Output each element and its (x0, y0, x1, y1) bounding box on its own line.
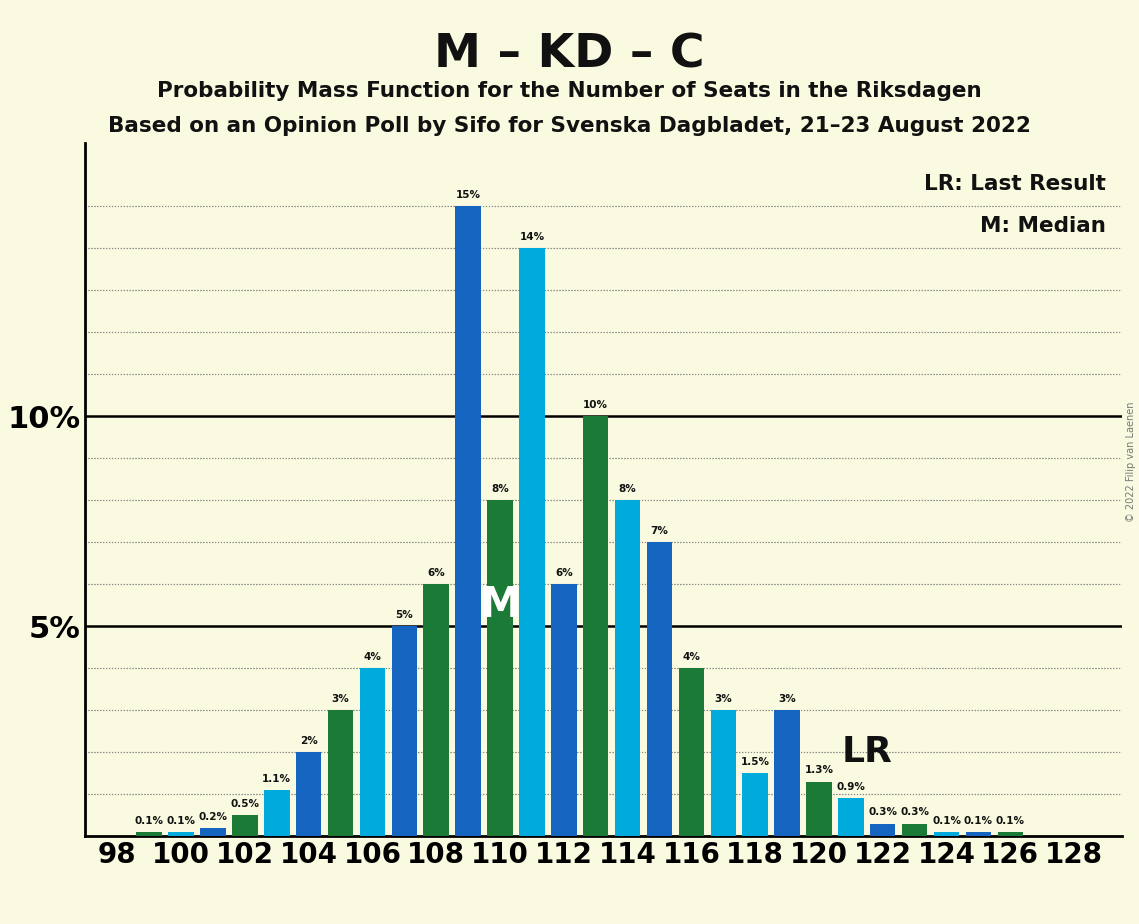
Text: 3%: 3% (714, 694, 732, 704)
Text: 7%: 7% (650, 526, 669, 536)
Text: M: Median: M: Median (981, 216, 1106, 236)
Text: 0.1%: 0.1% (932, 816, 961, 826)
Text: 0.1%: 0.1% (964, 816, 993, 826)
Bar (487, 500, 513, 836)
Text: 1.5%: 1.5% (740, 757, 770, 767)
Text: 1.1%: 1.1% (262, 773, 292, 784)
Bar (806, 782, 831, 836)
Bar (519, 249, 544, 836)
Bar (296, 752, 321, 836)
Bar (137, 832, 162, 836)
Bar (551, 584, 576, 836)
Text: M: M (480, 584, 521, 626)
Text: 8%: 8% (618, 484, 637, 494)
Text: 10%: 10% (583, 400, 608, 410)
Bar (456, 206, 481, 836)
Bar (870, 823, 895, 836)
Text: 0.5%: 0.5% (230, 799, 260, 808)
Bar (711, 711, 736, 836)
Text: © 2022 Filip van Laenen: © 2022 Filip van Laenen (1126, 402, 1136, 522)
Bar (679, 668, 704, 836)
Text: 3%: 3% (778, 694, 796, 704)
Text: LR: Last Result: LR: Last Result (925, 175, 1106, 194)
Bar (838, 798, 863, 836)
Text: 0.1%: 0.1% (995, 816, 1025, 826)
Text: 0.9%: 0.9% (836, 782, 866, 792)
Bar (902, 823, 927, 836)
Bar (966, 832, 991, 836)
Bar (169, 832, 194, 836)
Text: 14%: 14% (519, 232, 544, 242)
Bar (998, 832, 1023, 836)
Text: Based on an Opinion Poll by Sifo for Svenska Dagbladet, 21–23 August 2022: Based on an Opinion Poll by Sifo for Sve… (108, 116, 1031, 136)
Text: 15%: 15% (456, 190, 481, 200)
Text: 6%: 6% (427, 568, 445, 578)
Text: LR: LR (842, 736, 892, 769)
Bar (200, 828, 226, 836)
Text: 0.3%: 0.3% (868, 808, 898, 818)
Bar (232, 815, 257, 836)
Text: 4%: 4% (682, 652, 700, 662)
Text: 0.1%: 0.1% (134, 816, 164, 826)
Bar (328, 711, 353, 836)
Bar (647, 542, 672, 836)
Text: 0.3%: 0.3% (900, 808, 929, 818)
Bar (775, 711, 800, 836)
Text: 5%: 5% (395, 610, 413, 620)
Bar (392, 626, 417, 836)
Text: 1.3%: 1.3% (804, 765, 834, 775)
Bar (934, 832, 959, 836)
Text: 0.1%: 0.1% (166, 816, 196, 826)
Text: 2%: 2% (300, 736, 318, 746)
Text: 3%: 3% (331, 694, 350, 704)
Text: 8%: 8% (491, 484, 509, 494)
Text: Probability Mass Function for the Number of Seats in the Riksdagen: Probability Mass Function for the Number… (157, 81, 982, 102)
Text: 6%: 6% (555, 568, 573, 578)
Text: 0.2%: 0.2% (198, 811, 228, 821)
Text: 4%: 4% (363, 652, 382, 662)
Bar (615, 500, 640, 836)
Bar (264, 790, 289, 836)
Text: M – KD – C: M – KD – C (434, 32, 705, 78)
Bar (424, 584, 449, 836)
Bar (743, 773, 768, 836)
Bar (360, 668, 385, 836)
Bar (583, 416, 608, 836)
